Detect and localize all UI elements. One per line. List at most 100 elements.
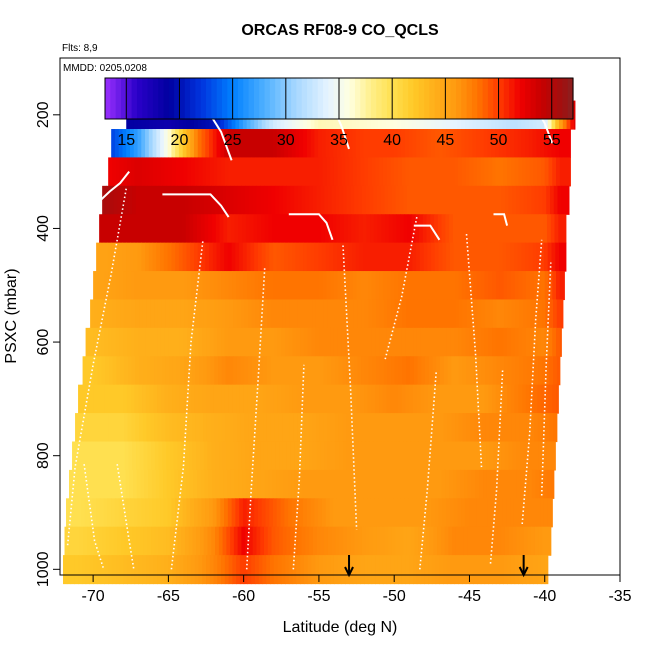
heat-cell — [287, 469, 292, 499]
heat-cell — [458, 384, 463, 414]
heat-cell — [271, 441, 276, 471]
heat-cell — [483, 242, 489, 272]
heat-cell — [336, 214, 341, 244]
heat-cell — [217, 555, 222, 585]
heat-cell — [103, 498, 109, 528]
heat-cell — [270, 555, 275, 585]
heat-cell — [493, 441, 498, 471]
heat-cell — [148, 129, 154, 159]
heat-cell — [318, 129, 323, 159]
heat-cell — [108, 555, 113, 585]
heat-cell — [251, 384, 256, 414]
heat-cell — [456, 469, 462, 499]
heat-cell — [390, 271, 395, 301]
heat-cell — [105, 185, 111, 215]
heat-cell — [405, 555, 410, 585]
heat-cell — [172, 299, 178, 329]
heat-cell — [491, 129, 496, 159]
heat-cell — [190, 555, 196, 585]
heat-cell — [339, 185, 344, 215]
heat-cell — [325, 129, 331, 159]
heat-cell — [321, 469, 326, 499]
heat-cell — [356, 384, 361, 414]
heat-cell — [165, 356, 170, 386]
heat-cell — [232, 271, 237, 301]
heat-cell — [492, 356, 498, 386]
heat-cell — [378, 242, 383, 272]
heat-cell — [524, 469, 529, 499]
heat-cell — [150, 356, 155, 386]
heat-cell — [232, 157, 237, 187]
heat-cell — [138, 157, 143, 187]
heat-cell — [154, 413, 159, 443]
heat-cell — [553, 299, 558, 329]
heat-cell — [498, 242, 504, 272]
heat-cell — [562, 214, 567, 244]
heat-cell — [347, 469, 352, 499]
heat-cell — [352, 498, 357, 528]
heat-cell — [466, 413, 471, 443]
heat-cell — [230, 469, 236, 499]
heat-cell — [244, 299, 249, 329]
heat-cell — [431, 242, 436, 272]
heat-cell — [454, 327, 459, 357]
heat-cell — [105, 299, 110, 329]
flight-track-dotted — [384, 216, 418, 360]
heat-cell — [260, 185, 265, 215]
heat-cell — [145, 498, 150, 528]
heat-cell — [518, 327, 523, 357]
heat-cell — [470, 185, 476, 215]
heat-cell — [97, 299, 102, 329]
heat-cell — [553, 441, 556, 471]
heat-cell — [260, 214, 266, 244]
heat-cell — [320, 526, 325, 556]
heat-cell — [303, 129, 308, 159]
heat-cell — [549, 413, 554, 443]
heat-cell — [139, 526, 145, 556]
heat-cell — [217, 157, 222, 187]
heat-cell — [479, 469, 484, 499]
heat-cell — [556, 157, 561, 187]
heat-cell — [373, 185, 378, 215]
heat-cell — [549, 356, 554, 386]
heat-cell — [529, 271, 535, 301]
heat-cell — [465, 555, 471, 585]
heat-cell — [93, 299, 99, 329]
pressure-band — [78, 384, 559, 414]
heat-cell — [428, 157, 433, 187]
heat-cell — [319, 413, 325, 443]
heat-cell — [126, 498, 131, 528]
heat-cell — [169, 526, 175, 556]
heat-cell — [199, 299, 204, 329]
heat-cell — [432, 356, 437, 386]
heat-cell — [333, 498, 338, 528]
flight-track-dotted — [521, 239, 543, 524]
heat-cell — [258, 384, 264, 414]
heat-cell — [521, 129, 526, 159]
colorbar-swatch — [280, 78, 287, 119]
heat-cell — [530, 356, 535, 386]
heat-cell — [225, 413, 230, 443]
heat-cell — [397, 498, 402, 528]
heat-cell — [509, 469, 514, 499]
heat-cell — [108, 413, 114, 443]
colorbar-swatch — [184, 78, 191, 119]
heat-cell — [442, 129, 447, 159]
heat-cell — [190, 271, 196, 301]
heat-cell — [357, 299, 362, 329]
heat-cell — [492, 271, 497, 301]
heat-cell — [397, 129, 402, 159]
heat-cell — [288, 242, 293, 272]
heat-cell — [296, 271, 301, 301]
heat-cell — [262, 271, 267, 301]
heat-cell — [326, 384, 331, 414]
heat-cell — [338, 356, 343, 386]
heat-cell — [145, 157, 151, 187]
heat-cell — [452, 441, 457, 471]
heat-cell — [405, 384, 410, 414]
heat-cell — [74, 555, 79, 585]
heat-cell — [187, 299, 193, 329]
heat-cell — [139, 441, 145, 471]
heat-cell — [181, 526, 186, 556]
heat-cell — [182, 242, 188, 272]
